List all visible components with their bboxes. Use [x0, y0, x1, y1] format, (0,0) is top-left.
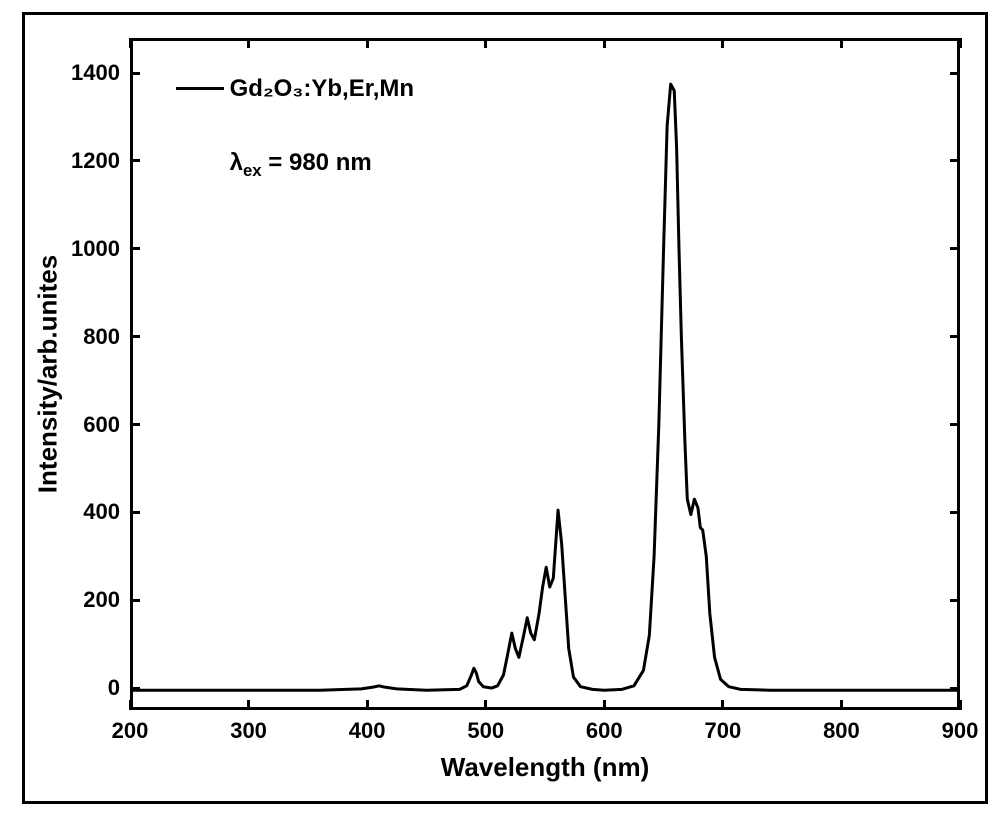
x-tick-top: [366, 38, 369, 48]
legend-swatch: [176, 87, 224, 90]
x-tick: [366, 700, 369, 710]
y-tick: [130, 247, 140, 250]
y-tick: [130, 599, 140, 602]
y-tick-right: [950, 159, 960, 162]
y-tick-label: 1200: [71, 148, 120, 174]
x-tick-label: 800: [823, 718, 860, 744]
x-tick-top: [247, 38, 250, 48]
x-tick-label: 300: [230, 718, 267, 744]
x-tick-top: [603, 38, 606, 48]
y-tick: [130, 335, 140, 338]
x-tick-label: 700: [704, 718, 741, 744]
plot-area: Gd₂O₃:Yb,Er,Mn λex = 980 nm: [130, 38, 960, 710]
x-tick-label: 500: [467, 718, 504, 744]
excitation-annotation: λex = 980 nm: [230, 149, 372, 181]
y-tick-label: 0: [108, 675, 120, 701]
y-tick-right: [950, 247, 960, 250]
y-tick-right: [950, 423, 960, 426]
chart-canvas: Gd₂O₃:Yb,Er,Mn λex = 980 nm Wavelength (…: [0, 0, 1000, 814]
y-tick: [130, 423, 140, 426]
x-tick-top: [129, 38, 132, 48]
x-tick: [959, 700, 962, 710]
y-tick-label: 600: [83, 412, 120, 438]
x-tick: [484, 700, 487, 710]
x-axis-label: Wavelength (nm): [441, 752, 649, 783]
y-tick: [130, 511, 140, 514]
y-tick-label: 1400: [71, 60, 120, 86]
x-tick-top: [959, 38, 962, 48]
x-tick-label: 900: [942, 718, 979, 744]
y-tick-label: 200: [83, 587, 120, 613]
x-tick-label: 200: [112, 718, 149, 744]
x-tick-label: 600: [586, 718, 623, 744]
y-tick-label: 400: [83, 499, 120, 525]
x-tick-top: [840, 38, 843, 48]
y-tick-label: 800: [83, 324, 120, 350]
y-tick: [130, 159, 140, 162]
x-tick: [129, 700, 132, 710]
y-tick: [130, 72, 140, 75]
x-tick-label: 400: [349, 718, 386, 744]
y-tick-right: [950, 511, 960, 514]
x-tick: [247, 700, 250, 710]
x-tick-top: [721, 38, 724, 48]
y-tick-right: [950, 335, 960, 338]
y-tick-right: [950, 687, 960, 690]
y-axis-label: Intensity/arb.unites: [33, 255, 64, 493]
x-tick: [603, 700, 606, 710]
x-tick-top: [484, 38, 487, 48]
x-tick: [840, 700, 843, 710]
legend: Gd₂O₃:Yb,Er,Mn: [176, 75, 414, 103]
x-tick: [721, 700, 724, 710]
y-tick-right: [950, 599, 960, 602]
y-tick: [130, 687, 140, 690]
y-tick-label: 1000: [71, 236, 120, 262]
legend-label: Gd₂O₃:Yb,Er,Mn: [230, 75, 414, 103]
spectrum-line: [130, 38, 960, 710]
y-tick-right: [950, 72, 960, 75]
